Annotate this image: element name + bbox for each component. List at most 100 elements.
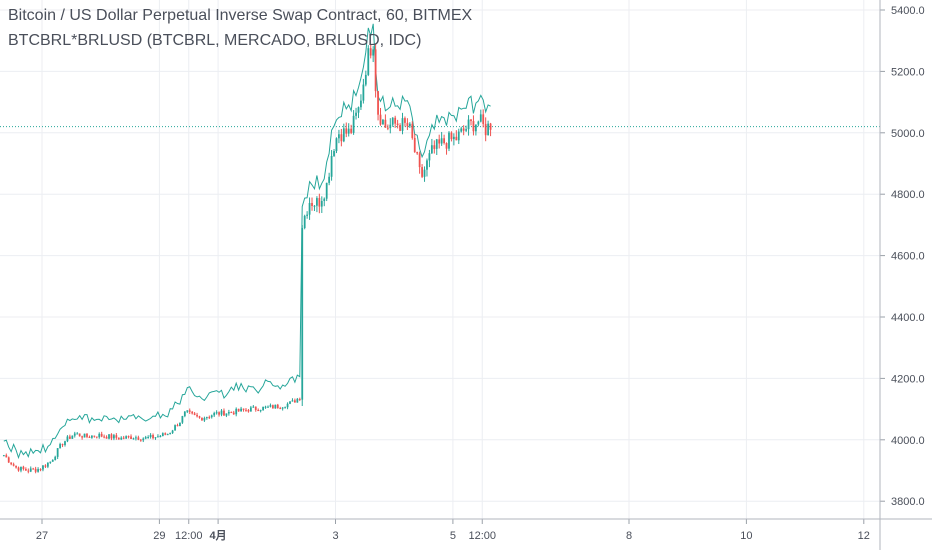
candle-body — [262, 406, 265, 411]
candle-body — [428, 153, 431, 161]
candle-body — [377, 91, 379, 115]
candle-body — [108, 434, 110, 439]
candle-body — [220, 410, 223, 415]
candle-body — [227, 412, 230, 414]
candle-body — [157, 436, 159, 438]
candle-body — [443, 138, 445, 144]
candle-body — [338, 134, 340, 139]
candle-body — [418, 153, 421, 168]
candle-body — [462, 128, 465, 131]
candle-body — [249, 407, 252, 412]
candle-body — [213, 412, 216, 416]
candle-body — [413, 137, 416, 152]
candle-body — [482, 114, 485, 124]
candle-body — [364, 74, 367, 85]
candle-body — [435, 139, 438, 149]
candle-body — [384, 119, 387, 128]
candle-body — [379, 114, 382, 125]
candle-body — [318, 198, 321, 207]
candle-body — [120, 437, 123, 440]
candle-body — [477, 121, 480, 125]
candle-body — [86, 433, 88, 437]
candle-body — [139, 439, 142, 441]
chart-subtitle: BTCBRL*BRLUSD (BTCBRL, MERCADO, BRLUSD, … — [8, 32, 422, 49]
candle-body — [68, 436, 71, 439]
candle-body — [42, 465, 44, 470]
y-tick-label: 4800.0 — [891, 189, 925, 201]
candle-body — [438, 139, 441, 144]
grid — [0, 0, 880, 519]
candle-body — [445, 143, 448, 149]
candle-body — [430, 145, 433, 154]
candle-body — [127, 436, 130, 438]
candle-body — [12, 464, 15, 466]
candle-body — [423, 169, 426, 177]
candle-body — [24, 468, 27, 471]
candle-body — [132, 438, 135, 440]
y-tick-label: 4400.0 — [891, 312, 925, 324]
candle-body — [311, 202, 313, 206]
candle-body — [39, 469, 42, 471]
candle-body — [49, 461, 52, 463]
candle-body — [259, 410, 262, 412]
candle-body — [147, 437, 150, 439]
candle-body — [56, 448, 59, 457]
y-tick-label: 5400.0 — [891, 5, 925, 17]
candle-body — [274, 404, 277, 409]
x-tick-label: 12:00 — [175, 530, 203, 542]
candle-body — [27, 470, 30, 472]
candle-body — [391, 117, 394, 125]
candle-body — [95, 436, 98, 438]
candle-body — [386, 127, 389, 129]
candle-body — [73, 433, 76, 436]
candle-body — [5, 455, 8, 458]
candle-body — [369, 48, 372, 56]
candle-body — [208, 417, 211, 419]
candle-body — [325, 182, 328, 199]
candle-body — [122, 437, 125, 439]
candle-body — [257, 409, 260, 412]
candle-body — [90, 435, 93, 438]
candle-body — [113, 435, 115, 439]
candle-body — [130, 436, 132, 439]
candle-body — [457, 131, 460, 141]
candle-body — [137, 437, 140, 440]
candle-body — [171, 430, 174, 433]
candle-body — [411, 123, 414, 138]
candle-body — [110, 434, 113, 439]
candle-body — [66, 436, 69, 442]
candle-body — [201, 417, 203, 421]
candle-body — [203, 418, 206, 421]
candle-body — [264, 406, 267, 408]
candle-body — [29, 468, 32, 472]
candle-body — [313, 205, 316, 207]
candle-body — [142, 438, 145, 441]
candle-body — [83, 433, 86, 438]
candle-body — [78, 433, 81, 437]
candle-body — [176, 425, 179, 427]
candle-body — [347, 128, 350, 134]
candle-body — [452, 136, 455, 140]
candle-body — [2, 455, 5, 457]
candle-body — [135, 437, 137, 439]
candle-body — [281, 407, 284, 409]
candle-body — [215, 412, 218, 414]
overlay-series — [3, 23, 491, 460]
candle-body — [93, 435, 96, 437]
candle-body — [169, 432, 172, 435]
candle-body — [406, 122, 409, 127]
candle-body — [159, 436, 162, 438]
candle-body — [144, 437, 147, 439]
candle-body — [103, 436, 106, 438]
y-tick-label: 3800.0 — [891, 496, 925, 508]
candle-body — [467, 119, 470, 130]
candle-body — [254, 406, 257, 410]
candle-body — [342, 128, 345, 142]
candle-body — [301, 228, 304, 400]
candle-body — [293, 400, 296, 403]
x-tick-label: 10 — [740, 530, 752, 542]
candle-body — [17, 467, 20, 471]
candle-body — [230, 412, 233, 414]
candle-body — [421, 167, 423, 177]
candle-body — [223, 410, 225, 416]
